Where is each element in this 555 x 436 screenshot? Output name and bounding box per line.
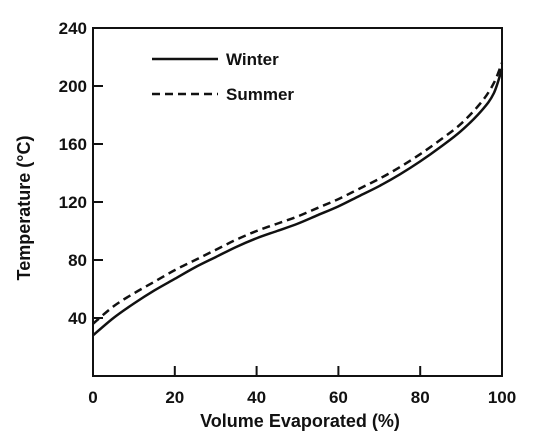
- series-lines: [92, 62, 504, 337]
- y-tick-label: 200: [59, 77, 87, 96]
- x-tick-label: 20: [165, 388, 184, 407]
- x-tick-label: 100: [488, 388, 516, 407]
- axis-ticks: 0 20 40 60 80 100 40 80 120 160 200 240: [59, 19, 517, 407]
- x-tick-label: 40: [247, 388, 266, 407]
- x-tick-label: 60: [329, 388, 348, 407]
- plot-frame: [92, 27, 503, 377]
- y-tick-label: 160: [59, 135, 87, 154]
- legend-label-summer: Summer: [226, 85, 294, 104]
- y-tick-label: 80: [68, 251, 87, 270]
- y-tick-label: 120: [59, 193, 87, 212]
- x-tick-label: 0: [88, 388, 97, 407]
- series-line-summer: [92, 62, 504, 325]
- y-axis-title: Temperature (°C): [14, 136, 34, 281]
- series-line-winter: [92, 68, 504, 337]
- y-tick-label: 40: [68, 309, 87, 328]
- y-tick-label: 240: [59, 19, 87, 38]
- x-tick-label: 80: [411, 388, 430, 407]
- legend-label-winter: Winter: [226, 50, 279, 69]
- x-axis-title: Volume Evaporated (%): [200, 411, 400, 431]
- legend: Winter Summer: [152, 50, 294, 104]
